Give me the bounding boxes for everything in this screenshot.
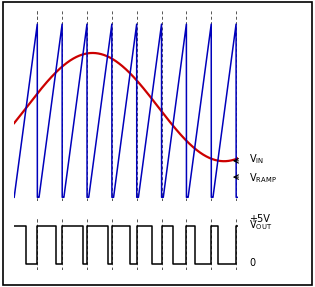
Text: 0: 0 [249, 258, 255, 267]
Text: V$_{\mathregular{RAMP}}$: V$_{\mathregular{RAMP}}$ [249, 172, 277, 185]
Text: V$_{\mathregular{OUT}}$: V$_{\mathregular{OUT}}$ [249, 218, 273, 232]
Text: +5V: +5V [249, 214, 270, 224]
Text: V$_{\mathregular{IN}}$: V$_{\mathregular{IN}}$ [249, 152, 265, 166]
